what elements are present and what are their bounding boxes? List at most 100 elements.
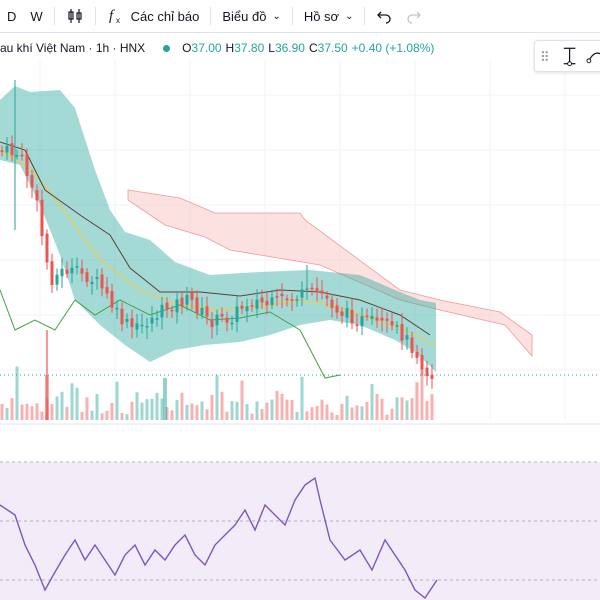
candle-body [35, 190, 39, 201]
volume-bar [240, 380, 244, 420]
toolbar-divider [53, 7, 55, 25]
volume-bar [210, 394, 214, 420]
candle-body [395, 325, 399, 327]
measure-icon[interactable] [559, 45, 580, 67]
chart-type-dropdown[interactable]: Biểu đồ ⌄ [215, 0, 287, 32]
volume-bar [285, 399, 289, 420]
volume-bar [80, 411, 84, 420]
volume-bar [290, 400, 294, 420]
trend-icon[interactable] [586, 45, 600, 67]
close-value: 37.50 [317, 41, 348, 55]
toolbar-divider [94, 7, 96, 25]
candle-body [40, 199, 44, 237]
svg-text:x: x [116, 16, 120, 25]
candle-body [265, 300, 269, 306]
candle-body [365, 315, 369, 318]
volume-bar [185, 404, 189, 420]
volume-bar [345, 395, 349, 420]
chevron-down-icon: ⌄ [272, 10, 281, 22]
volume-bar [235, 401, 239, 420]
candle-body [340, 311, 344, 316]
volume-bar [355, 405, 359, 420]
candle-body [25, 153, 29, 177]
chart-type-label: Biểu đồ [222, 8, 267, 24]
market-status-dot [163, 44, 171, 52]
rsi-line [0, 476, 438, 600]
volume-bar [5, 407, 9, 420]
candle-body [325, 295, 329, 299]
svg-text:f: f [109, 8, 115, 24]
volume-bar [250, 413, 254, 420]
interval-button[interactable]: D [0, 0, 23, 32]
low-label: L [268, 41, 275, 55]
candle-body [370, 316, 374, 319]
volume-bar [85, 397, 89, 420]
candle-body [45, 233, 49, 263]
redo-button[interactable] [399, 0, 429, 32]
volume-bar [0, 403, 4, 420]
compare-label: W [30, 8, 43, 24]
volume-bar [150, 398, 154, 420]
high-value: 37.80 [234, 41, 265, 55]
candle-body [415, 352, 419, 358]
top-toolbar: D W f x Các chỉ báo Biểu đồ ⌄ Hồ sơ ⌄ [0, 0, 600, 33]
indicators-button[interactable]: f x Các chỉ báo [100, 0, 207, 32]
volume-bar [170, 410, 174, 420]
volume-bar [230, 401, 234, 420]
candle-body [155, 318, 159, 320]
candle-body [130, 318, 134, 328]
low-value: 36.90 [274, 41, 305, 55]
candle-body [105, 287, 109, 294]
compare-button[interactable]: W [23, 0, 49, 32]
candle-body [0, 150, 4, 152]
volume-bar [320, 399, 324, 420]
candle-body [380, 317, 384, 321]
candle-body [390, 321, 394, 326]
candle-body [190, 292, 194, 300]
volume-bar [125, 414, 129, 420]
candle-body [290, 299, 294, 301]
function-icon: f x [109, 8, 120, 25]
volume-bar [145, 399, 149, 420]
candle-body [145, 326, 149, 328]
candle-body [245, 306, 249, 312]
candle-body [295, 299, 299, 301]
volume-bar [425, 401, 429, 420]
candle-body [430, 374, 434, 379]
volume-bar [135, 392, 139, 420]
volume-bar [325, 404, 329, 420]
chart-style-button[interactable] [59, 0, 91, 32]
candle-body [260, 297, 264, 303]
volume-bar [190, 403, 194, 420]
volume-bar [385, 414, 389, 420]
volume-bar [100, 413, 104, 420]
candle-body [185, 294, 189, 305]
volume-bar [10, 398, 14, 420]
volume-bar [405, 400, 409, 420]
volume-bar [375, 393, 379, 420]
change-value: +0.40 (+1.08%) [351, 41, 435, 55]
candle-body [5, 145, 9, 153]
candle-body [205, 306, 209, 317]
redo-icon [407, 11, 422, 24]
candle-body [235, 306, 239, 323]
candle-body [55, 274, 59, 285]
volume-bar [200, 401, 204, 420]
volume-bar [160, 398, 164, 420]
volume-bar [300, 376, 304, 420]
candle-body [115, 307, 119, 310]
undo-button[interactable] [369, 0, 399, 32]
volume-bar [75, 387, 79, 420]
volume-bar [280, 393, 284, 420]
drag-handle-icon[interactable] [539, 47, 551, 65]
profile-dropdown[interactable]: Hồ sơ ⌄ [297, 0, 361, 32]
candle-body [75, 266, 79, 268]
candle-body [80, 268, 84, 274]
volume-bar [265, 402, 269, 420]
candle-body [70, 267, 74, 274]
candle-body [275, 296, 279, 298]
volume-bar [115, 381, 119, 420]
candle-body [410, 337, 414, 353]
candle-body [220, 313, 224, 317]
